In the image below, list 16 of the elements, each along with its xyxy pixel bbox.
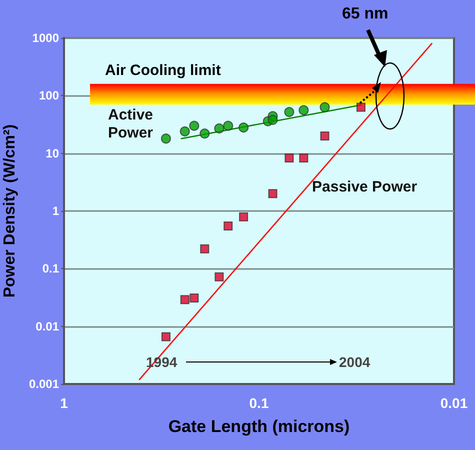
y-tick-label: 10 [46,146,60,160]
y-tick-label: 1 [52,204,60,218]
x-axis-title: Gate Length (microns) [168,417,350,436]
x-tick-label: 0.1 [249,395,269,411]
y-tick-label: 1000 [32,31,60,45]
y-tick-label: 0.1 [42,262,60,276]
text: 65 nm [342,6,388,22]
annotation: 2004 [339,354,370,370]
y-tick-label: 0.001 [28,377,60,391]
y-tick-label: 0.01 [36,319,60,334]
series-label: Passive Power [312,178,418,196]
y-tick-label: 100 [38,88,60,103]
x-tick-label: 0.01 [440,395,468,411]
y-axis-title: Power Density (W/cm²) [2,124,19,298]
band-label: Air Cooling limit [105,62,221,79]
series-label: Active Power [108,106,154,142]
